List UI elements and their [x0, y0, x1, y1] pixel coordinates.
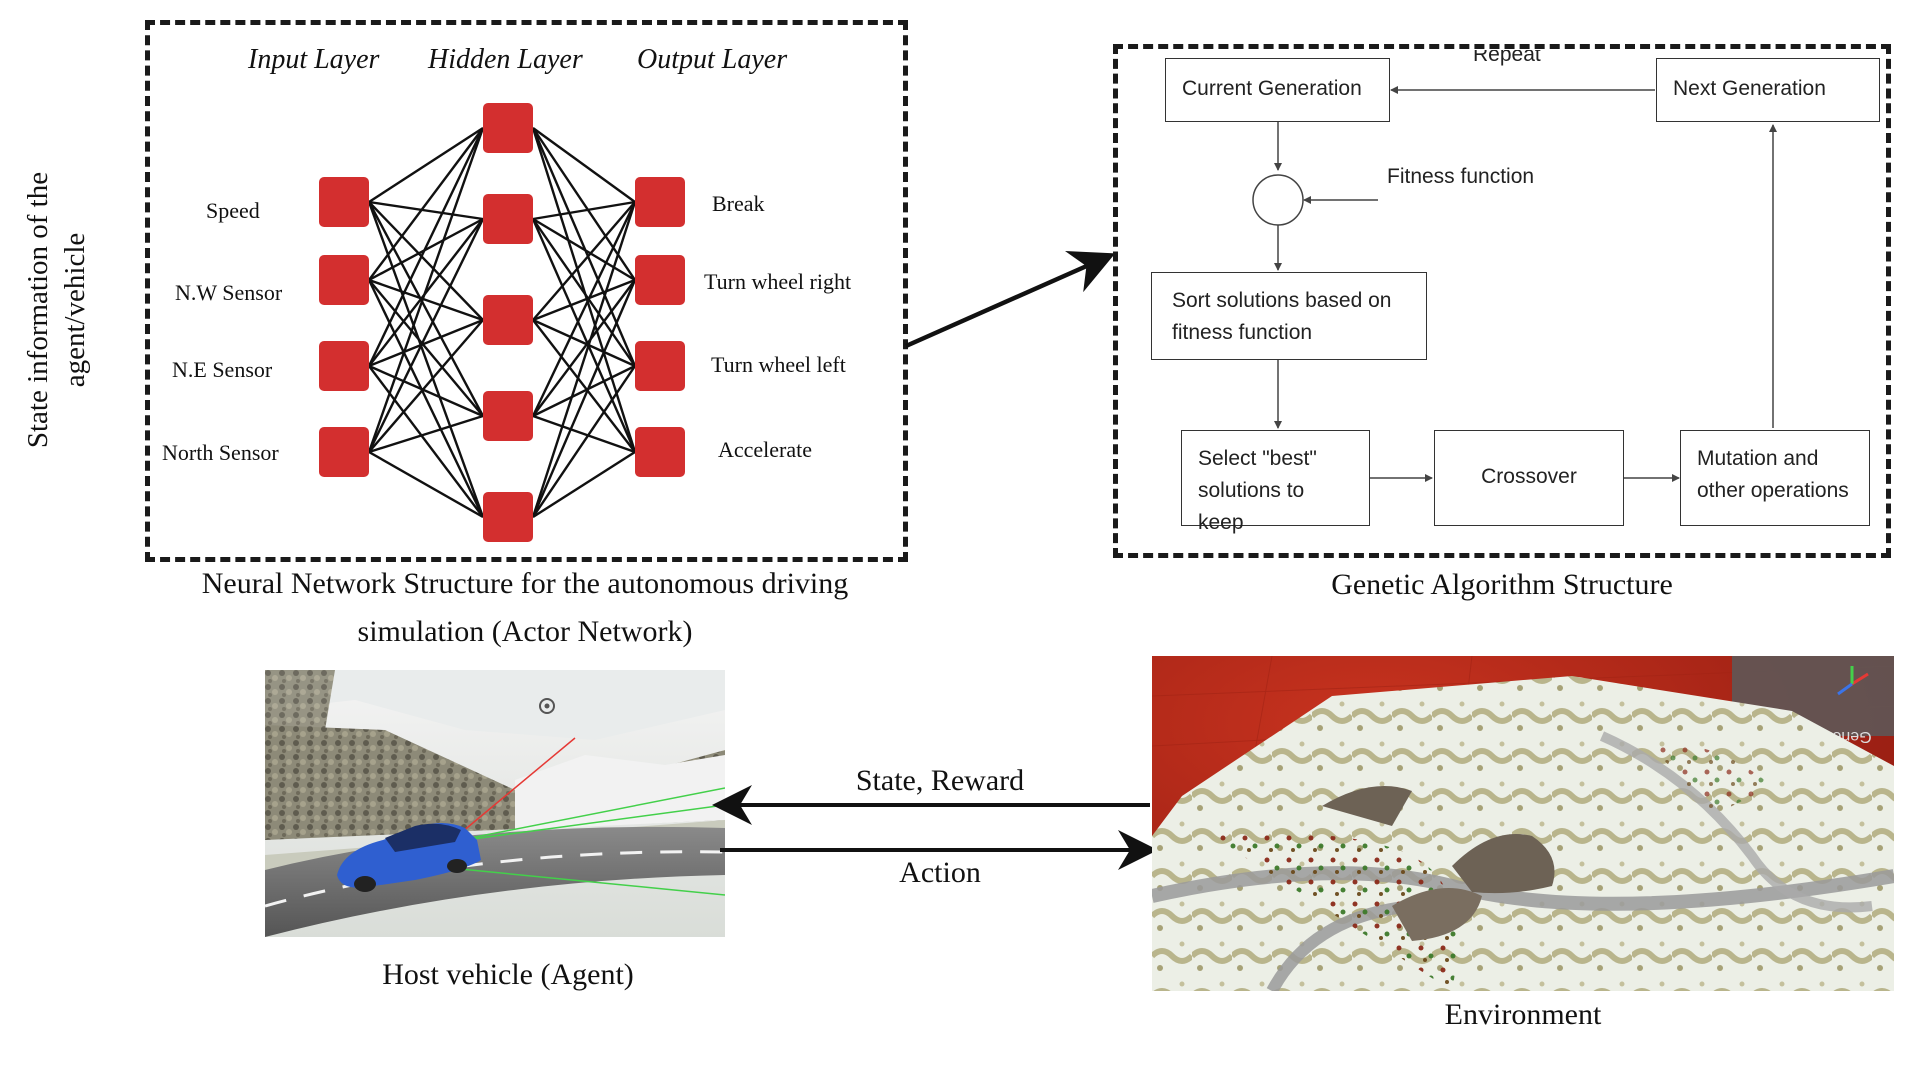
car-icon [337, 823, 481, 892]
genetic-algorithm-panel [1113, 44, 1891, 558]
ga-select-line1: Select "best" [1198, 447, 1317, 470]
nn-edge [367, 201, 485, 417]
input-label-nw-sensor: N.W Sensor [175, 280, 283, 305]
ga-crossover-label: Crossover [1481, 465, 1577, 488]
nn-edge [367, 127, 485, 367]
neural-network-caption-line1: Neural Network Structure for the autonom… [201, 567, 849, 600]
nn-edge [531, 279, 637, 518]
nn-edge [368, 201, 484, 321]
output-label-turn-right: Turn wheel right [704, 269, 852, 294]
nn-edge [532, 218, 636, 367]
nn-edge [368, 364, 484, 418]
host-vehicle-scene [265, 670, 725, 937]
environment-scene: Generation [1152, 656, 1894, 991]
nn-edge [368, 279, 484, 417]
nn-edge [531, 127, 637, 367]
nn-edge [368, 414, 484, 454]
nn-edge [532, 318, 636, 368]
agent-caption: Host vehicle (Agent) [382, 958, 634, 991]
nn-connections [367, 126, 637, 519]
hidden-node-4 [483, 492, 533, 542]
input-node-2 [319, 341, 369, 391]
output-node-2 [635, 341, 685, 391]
nn-edge [531, 127, 637, 453]
hidden-layer-title: Hidden Layer [428, 44, 583, 75]
ga-fitness-function-label: Fitness function [1387, 165, 1535, 188]
nn-edge [531, 201, 637, 417]
output-label-turn-left: Turn wheel left [711, 352, 846, 377]
nn-edge [368, 318, 484, 368]
nn-edge [368, 319, 484, 453]
input-label-speed: Speed [206, 198, 260, 223]
input-node-1 [319, 255, 369, 305]
nn-edge [532, 364, 636, 418]
nn-edge [368, 450, 484, 519]
ga-select-line2: solutions to keep [1198, 479, 1305, 534]
state-reward-label: State, Reward [855, 764, 1025, 797]
nn-edge [532, 217, 636, 282]
nn-nodes [319, 103, 685, 542]
input-node-3 [319, 427, 369, 477]
nn-edge [368, 127, 484, 281]
ga-sort-solutions: Sort solutions based on fitness function [1151, 272, 1427, 360]
nn-edge [532, 200, 636, 221]
nn-edge [368, 365, 484, 518]
output-label-accelerate: Accelerate [718, 437, 813, 462]
output-node-1 [635, 255, 685, 305]
ga-sort-line2: fitness function [1172, 321, 1313, 344]
nn-edge [532, 319, 636, 453]
ga-repeat-label: Repeat [1473, 50, 1541, 72]
output-node-0 [635, 177, 685, 227]
nn-edge [532, 365, 636, 518]
ga-sort-line1: Sort solutions based on [1172, 289, 1392, 312]
ga-next-generation-label: Next Generation [1673, 77, 1826, 100]
nn-edge [531, 201, 637, 518]
nn-edge [368, 126, 484, 204]
ga-mutation-line2: other operations [1697, 479, 1849, 502]
action-label: Action [899, 856, 981, 889]
genetic-algorithm-caption: Genetic Algorithm Structure [1331, 568, 1673, 601]
ga-mutation-line1: Mutation and [1697, 447, 1819, 470]
neural-network-caption-line2: simulation (Actor Network) [357, 615, 693, 648]
nn-edge [532, 201, 636, 321]
nn-edge [532, 450, 636, 519]
environment-caption: Environment [1444, 998, 1602, 1031]
input-label-north-sensor: North Sensor [162, 440, 279, 465]
hidden-node-1 [483, 194, 533, 244]
output-layer-title: Output Layer [637, 44, 788, 75]
hidden-node-2 [483, 295, 533, 345]
input-label-ne-sensor: N.E Sensor [172, 357, 273, 382]
hidden-node-3 [483, 391, 533, 441]
ga-mutation: Mutation and other operations [1680, 430, 1870, 526]
host-vehicle-image [265, 670, 725, 937]
nn-edge [532, 278, 636, 322]
ga-repeat-text: Repeat [1473, 50, 1541, 66]
gizmo-icon [1837, 666, 1869, 696]
nn-edge [531, 218, 637, 453]
input-node-0 [319, 177, 369, 227]
nn-edge [367, 279, 485, 518]
output-label-break: Break [712, 191, 765, 216]
nn-edge [367, 218, 485, 453]
nn-edge [368, 200, 484, 221]
nn-edge [532, 127, 636, 203]
ga-current-generation: Current Generation [1165, 58, 1390, 122]
nn-edge [532, 414, 636, 454]
ga-current-generation-label: Current Generation [1182, 77, 1362, 100]
environment-image: Generation [1152, 656, 1894, 991]
hidden-node-0 [483, 103, 533, 153]
nn-edge [368, 278, 484, 322]
nn-edge [367, 127, 485, 453]
nn-edge [532, 279, 636, 417]
input-layer-title: Input Layer [248, 44, 380, 75]
ga-crossover: Crossover [1434, 430, 1624, 526]
ga-next-generation: Next Generation [1656, 58, 1880, 122]
neural-network-caption: Neural Network Structure for the autonom… [150, 560, 900, 656]
ga-select-best: Select "best" solutions to keep [1181, 430, 1370, 534]
output-node-3 [635, 427, 685, 477]
